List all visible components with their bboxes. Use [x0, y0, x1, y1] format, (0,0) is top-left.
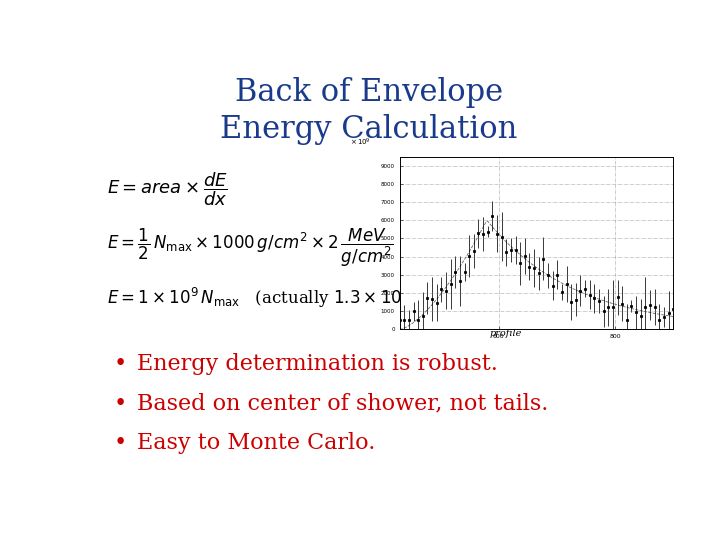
- Text: •: •: [114, 432, 127, 454]
- Text: •: •: [114, 393, 127, 415]
- Text: $\times\,10^9$: $\times\,10^9$: [351, 137, 371, 148]
- Text: Back of Envelope
Energy Calculation: Back of Envelope Energy Calculation: [220, 77, 518, 145]
- Text: Easy to Monte Carlo.: Easy to Monte Carlo.: [138, 432, 376, 454]
- Text: Based on center of shower, not tails.: Based on center of shower, not tails.: [138, 393, 549, 415]
- Text: profile: profile: [490, 329, 522, 338]
- Text: $E = 1 \times 10^9\,N_{\mathrm{max}}$   (actually $1.3 \times 10^9$): $E = 1 \times 10^9\,N_{\mathrm{max}}$ (a…: [107, 286, 416, 310]
- Text: $E = \dfrac{1}{2}\,N_{\mathrm{max}} \times 1000\,g/cm^2 \times 2\,\dfrac{MeV}{g/: $E = \dfrac{1}{2}\,N_{\mathrm{max}} \tim…: [107, 227, 393, 269]
- Text: Energy determination is robust.: Energy determination is robust.: [138, 353, 498, 375]
- Text: •: •: [114, 353, 127, 375]
- Text: $E = area \times \dfrac{dE}{dx}$: $E = area \times \dfrac{dE}{dx}$: [107, 171, 228, 208]
